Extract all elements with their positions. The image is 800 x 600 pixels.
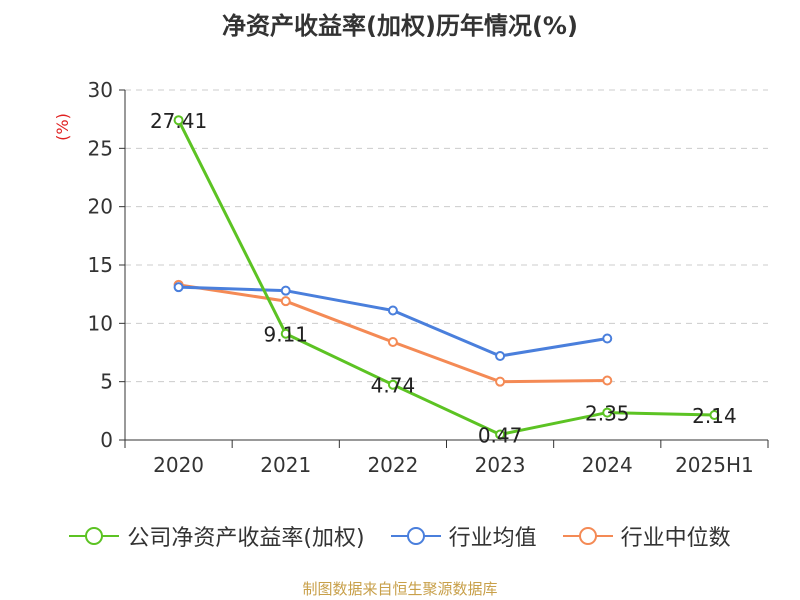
x-tick-label: 2022: [367, 453, 418, 477]
axes: 0 5 10 15 20 25 30 2020 2021 2022 2023 2024 2025H1: [88, 78, 769, 477]
y-tick-label: 0: [100, 428, 113, 452]
series-line: [177, 119, 715, 437]
x-tick-label: 2025H1: [675, 453, 754, 477]
legend-item-company[interactable]: 公司净资产收益率(加权): [69, 520, 365, 552]
data-point[interactable]: [387, 305, 398, 316]
chart-title: 净资产收益率(加权)历年情况(%): [222, 12, 578, 40]
y-tick-label: 20: [88, 195, 113, 219]
data-point[interactable]: [173, 115, 184, 126]
data-point[interactable]: [495, 376, 506, 387]
data-labels: 27.41 9.11 4.74 0.47 2.35 2.14: [150, 109, 737, 447]
legend-line-circle-icon: [69, 527, 120, 545]
x-tick-label: 2023: [475, 453, 526, 477]
data-point[interactable]: [602, 375, 613, 386]
data-label: 27.41: [150, 109, 207, 133]
x-tick-label: 2021: [260, 453, 311, 477]
legend: 公司净资产收益率(加权) 行业均值 行业中位数: [0, 520, 800, 552]
x-tick-label: 2024: [582, 453, 633, 477]
grid-lines: [125, 89, 768, 383]
y-tick-label: 5: [100, 370, 113, 394]
data-point[interactable]: [387, 379, 398, 390]
legend-label-industry-avg: 行业均值: [448, 526, 537, 551]
data-point[interactable]: [495, 429, 506, 440]
data-source-note: 制图数据来自恒生聚源数据库: [302, 580, 498, 598]
data-point[interactable]: [709, 410, 720, 421]
x-tick-label: 2020: [153, 453, 204, 477]
data-point[interactable]: [602, 407, 613, 418]
legend-label-company: 公司净资产收益率(加权): [127, 526, 365, 551]
data-label: 2.14: [692, 404, 737, 428]
data-label: 2.35: [585, 402, 630, 426]
data-point[interactable]: [602, 333, 613, 344]
y-tick-label: 30: [88, 78, 113, 102]
y-tick-label: 15: [88, 253, 113, 277]
data-point[interactable]: [280, 328, 291, 339]
data-label: 4.74: [371, 374, 416, 398]
data-point[interactable]: [280, 296, 291, 307]
legend-item-industry-median[interactable]: 行业中位数: [562, 520, 731, 552]
data-label: 0.47: [478, 424, 523, 448]
legend-line-circle-icon: [562, 527, 613, 545]
data-label: 9.11: [263, 323, 308, 347]
y-axis-unit-label: (%): [53, 113, 72, 141]
legend-label-industry-median: 行业中位数: [620, 526, 731, 551]
legend-line-circle-icon: [390, 527, 441, 545]
y-tick-label: 10: [88, 311, 113, 335]
series-lines: [173, 115, 720, 440]
data-point[interactable]: [280, 285, 291, 296]
series-line: [178, 283, 608, 384]
y-tick-label: 25: [88, 136, 113, 160]
data-point[interactable]: [387, 337, 398, 347]
data-point[interactable]: [495, 351, 506, 361]
legend-item-industry-avg[interactable]: 行业均值: [390, 520, 537, 552]
data-point[interactable]: [173, 282, 184, 293]
